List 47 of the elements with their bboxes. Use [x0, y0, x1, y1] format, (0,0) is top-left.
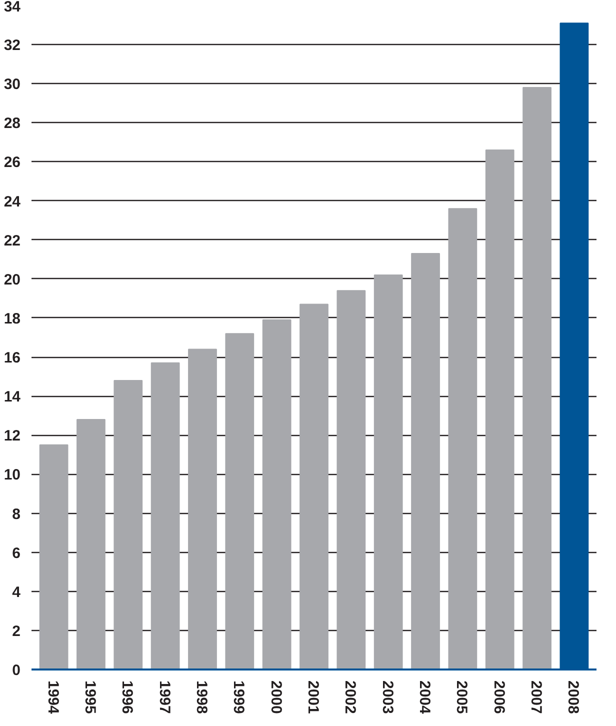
y-tick-label: 8 — [12, 506, 20, 523]
bar — [411, 253, 440, 670]
x-tick-label: 1994 — [44, 680, 62, 715]
x-tick-label: 2004 — [416, 680, 434, 715]
y-tick-label: 32 — [4, 37, 21, 54]
bar — [336, 290, 366, 670]
y-tick-label: 0 — [12, 662, 20, 679]
x-tick-label: 1995 — [81, 680, 98, 714]
x-tick-label: 2005 — [453, 680, 470, 714]
x-tick-label: 1999 — [230, 680, 248, 714]
bar — [300, 304, 328, 670]
bar — [39, 444, 68, 670]
bar — [448, 208, 478, 670]
y-tick-label: 30 — [4, 76, 21, 94]
y-tick-label: 34 — [4, 0, 22, 16]
x-tick-label: 2007 — [528, 680, 545, 714]
bar — [485, 150, 514, 670]
x-tick-label: 1997 — [156, 680, 173, 714]
y-tick-label: 24 — [4, 193, 22, 210]
bar — [150, 362, 180, 670]
x-tick-label: 1998 — [192, 680, 210, 714]
bar — [225, 333, 254, 670]
y-tick-label: 18 — [4, 310, 21, 328]
bar — [188, 348, 217, 670]
y-tick-label: 6 — [12, 544, 20, 562]
y-tick-label: 4 — [12, 584, 22, 601]
x-tick-label: 2002 — [342, 680, 359, 714]
x-tick-label: 1996 — [118, 680, 136, 714]
y-tick-label: 22 — [4, 232, 21, 250]
y-tick-label: 26 — [4, 154, 21, 172]
x-tick-label: 2006 — [490, 680, 508, 714]
x-tick-label: 2008 — [564, 680, 582, 714]
y-tick-label: 12 — [4, 428, 21, 445]
bar — [522, 87, 552, 670]
bar — [374, 274, 403, 670]
y-tick-label: 14 — [4, 388, 22, 406]
y-tick-label: 20 — [4, 271, 21, 288]
bar — [262, 319, 292, 670]
x-tick-label: 2003 — [378, 680, 396, 714]
y-tick-label: 2 — [12, 622, 20, 640]
x-tick-label: 2000 — [267, 680, 284, 714]
bar — [76, 419, 106, 670]
bar — [114, 380, 143, 670]
y-tick-label: 28 — [4, 115, 21, 132]
y-tick-label: 10 — [4, 466, 21, 484]
y-tick-label: 16 — [4, 350, 21, 367]
x-tick-label: 2001 — [304, 680, 322, 714]
